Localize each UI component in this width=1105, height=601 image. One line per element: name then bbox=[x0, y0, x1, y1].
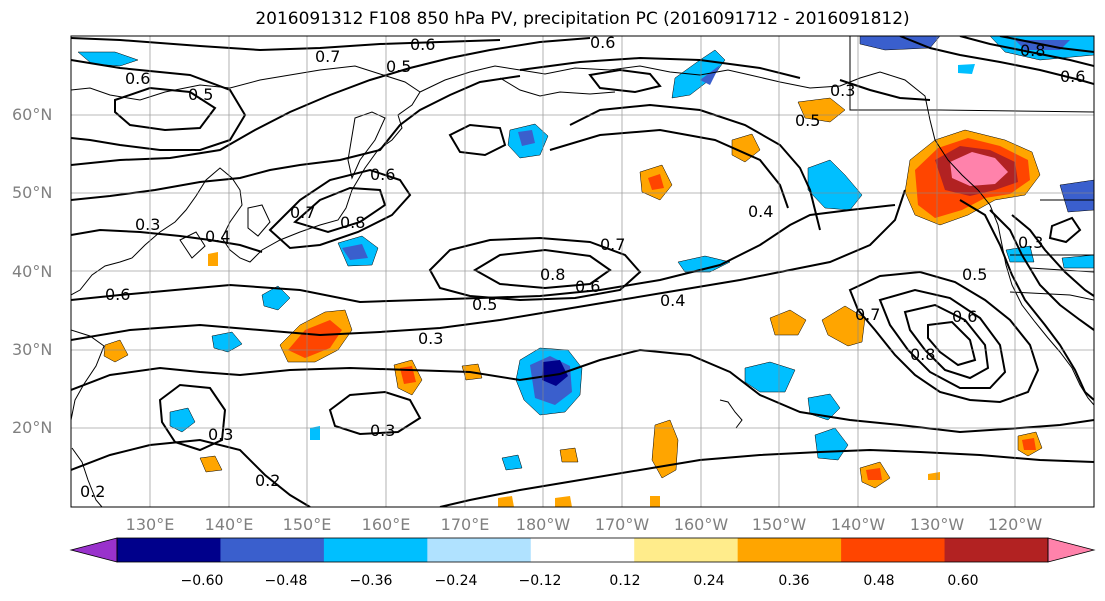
colorbar-tick-label: 0.12 bbox=[609, 573, 641, 589]
colorbar-right-extension bbox=[1048, 538, 1094, 562]
contour-label: 0.8 bbox=[540, 265, 565, 284]
contour-labels: 0.7 0.6 0.5 0.6 0.6 0.5 0.3 0.5 0.6 0.7 … bbox=[80, 33, 1085, 501]
contour-label: 0.5 bbox=[472, 295, 497, 314]
lon-tick-label: 160°E bbox=[361, 515, 411, 534]
colorbar-cell bbox=[427, 538, 532, 562]
contour-label: 0.5 bbox=[386, 57, 411, 76]
contour-label: 0.6 bbox=[1060, 67, 1085, 86]
contour-label: 0.6 bbox=[952, 307, 977, 326]
colorbar-tick-label: −0.24 bbox=[434, 573, 478, 589]
contour-label: 0.6 bbox=[105, 285, 130, 304]
colorbar-cell bbox=[530, 538, 635, 562]
contour-label: 0.7 bbox=[290, 203, 315, 222]
lon-tick-label: 140°W bbox=[830, 515, 886, 534]
colorbar-cell bbox=[634, 538, 739, 562]
contour-label: 0.6 bbox=[370, 165, 395, 184]
colorbar-tick-label: 0.36 bbox=[778, 573, 810, 589]
colorbar-tick-label: 0.48 bbox=[863, 573, 895, 589]
contour-label: 0.3 bbox=[135, 215, 160, 234]
map-title: 2016091312 F108 850 hPa PV, precipitatio… bbox=[255, 9, 910, 29]
gridlines bbox=[71, 36, 1094, 507]
contour-label: 0.7 bbox=[315, 47, 340, 66]
contour-label: 0.3 bbox=[418, 329, 443, 348]
colorbar-cell bbox=[323, 538, 428, 562]
colorbar-cell bbox=[117, 538, 221, 562]
pv-contours bbox=[71, 36, 1094, 507]
contour-label: 0.5 bbox=[962, 265, 987, 284]
contour-label: 0.6 bbox=[125, 69, 150, 88]
contour-label: 0.3 bbox=[830, 81, 855, 100]
colorbar bbox=[69, 537, 1096, 563]
colorbar-tick-label: −0.12 bbox=[518, 573, 562, 589]
lon-tick-label: 150°W bbox=[751, 515, 807, 534]
lon-tick-label: 130°W bbox=[909, 515, 965, 534]
colorbar-left-extension bbox=[71, 538, 117, 562]
contour-label: 0.6 bbox=[575, 277, 600, 296]
contour-label: 0.5 bbox=[795, 111, 820, 130]
contour-label: 0.3 bbox=[370, 421, 395, 440]
contour-label: 0.2 bbox=[80, 482, 105, 501]
contour-label: 0.8 bbox=[910, 345, 935, 364]
contour-label: 0.8 bbox=[1020, 41, 1045, 60]
colorbar-cell bbox=[944, 538, 1049, 562]
lat-tick-label: 40°N bbox=[12, 262, 53, 281]
map-frame bbox=[70, 35, 1095, 508]
colorbar-cell bbox=[737, 538, 842, 562]
colorbar-tick-label: −0.48 bbox=[264, 573, 308, 589]
lon-tick-label: 120°W bbox=[987, 515, 1043, 534]
lon-tick-label: 130°E bbox=[125, 515, 175, 534]
contour-label: 0.8 bbox=[340, 213, 365, 232]
lon-tick-label: 150°E bbox=[282, 515, 332, 534]
colorbar-tick-label: 0.24 bbox=[693, 573, 725, 589]
contour-label: 0.2 bbox=[255, 471, 280, 490]
contour-label: 0.4 bbox=[748, 202, 773, 221]
lon-tick-label: 140°E bbox=[204, 515, 254, 534]
colorbar-tick-label: −0.60 bbox=[180, 573, 224, 589]
colorbar-cell bbox=[220, 538, 325, 562]
contour-label: 0.7 bbox=[855, 305, 880, 324]
contour-label: 0.3 bbox=[208, 425, 233, 444]
contour-label: 0.3 bbox=[1018, 233, 1043, 252]
lat-tick-label: 20°N bbox=[12, 418, 53, 437]
colorbar-tick-label: −0.36 bbox=[349, 573, 393, 589]
contour-label: 0.4 bbox=[660, 291, 685, 310]
lat-tick-label: 60°N bbox=[12, 105, 53, 124]
lat-tick-label: 30°N bbox=[12, 340, 53, 359]
contour-label: 0.4 bbox=[205, 227, 230, 246]
lon-tick-label: 180°W bbox=[515, 515, 571, 534]
lat-tick-label: 50°N bbox=[12, 183, 53, 202]
colorbar-tick-label: 0.60 bbox=[947, 573, 979, 589]
lon-tick-label: 170°W bbox=[594, 515, 650, 534]
contour-label: 0.6 bbox=[590, 33, 615, 52]
contour-label: 0.6 bbox=[410, 35, 435, 54]
contour-label: 0.5 bbox=[188, 85, 213, 104]
lon-tick-label: 160°W bbox=[673, 515, 729, 534]
contour-label: 0.7 bbox=[600, 235, 625, 254]
lon-tick-label: 170°E bbox=[440, 515, 490, 534]
colorbar-cell bbox=[841, 538, 946, 562]
